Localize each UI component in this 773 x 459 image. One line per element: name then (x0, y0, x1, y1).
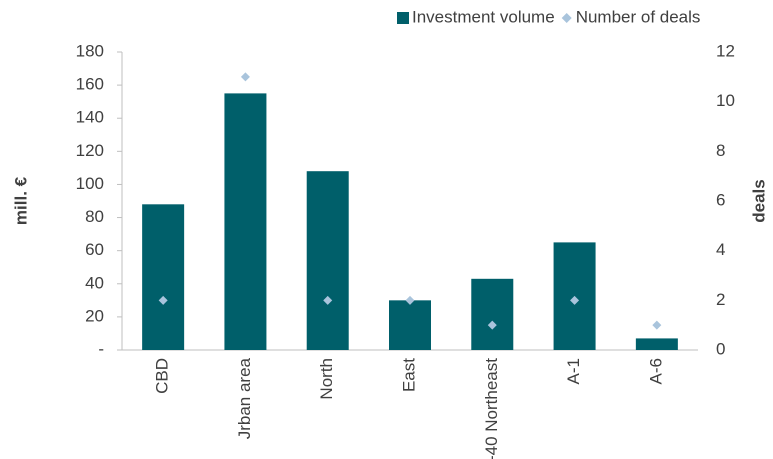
legend-label: Investment volume (412, 7, 555, 26)
y-tick-label: 120 (76, 141, 104, 160)
diamond-marker (240, 72, 250, 82)
y2-tick-label: 0 (716, 339, 725, 358)
y-tick-label: 40 (85, 273, 104, 292)
legend-swatch (397, 12, 409, 24)
y2-tick-label: 8 (716, 141, 725, 160)
y-tick-label: - (98, 339, 104, 358)
y2-tick-label: 2 (716, 290, 725, 309)
diamond-marker (405, 295, 415, 305)
bar (389, 300, 431, 350)
y2-tick-label: 12 (716, 41, 735, 60)
x-tick-label: East (399, 358, 418, 392)
y-tick-label: 160 (76, 75, 104, 94)
y-tick-label: 100 (76, 174, 104, 193)
x-tick-label: A-1 (564, 358, 583, 384)
bar (142, 204, 185, 350)
x-tick-label: A-6 (646, 358, 665, 384)
bar (306, 171, 349, 350)
diamond-marker (652, 320, 662, 330)
bar (635, 338, 678, 350)
y2-axis-label: deals (749, 179, 768, 222)
y-tick-label: 140 (76, 108, 104, 127)
y-tick-label: 80 (85, 207, 104, 226)
y-tick-label: 20 (85, 306, 104, 325)
x-tick-label: M-40 Northeast (482, 358, 501, 459)
y-axis-label: mill. € (11, 176, 30, 225)
diamond-marker (323, 295, 333, 305)
y-tick-label: 180 (76, 41, 104, 60)
legend-label: Number of deals (576, 7, 701, 26)
y2-tick-label: 10 (716, 91, 735, 110)
y2-tick-label: 4 (716, 240, 725, 259)
diamond-marker (158, 295, 168, 305)
diamond-marker (570, 295, 580, 305)
bar (471, 278, 514, 350)
x-tick-label: CBD (153, 358, 172, 394)
y-tick-label: 60 (85, 240, 104, 259)
x-tick-label: North (317, 358, 336, 400)
y2-tick-label: 6 (716, 190, 725, 209)
x-tick-label: Jrban area (235, 357, 254, 439)
legend-swatch (561, 13, 572, 23)
diamond-marker (487, 320, 497, 330)
bar (224, 93, 267, 350)
